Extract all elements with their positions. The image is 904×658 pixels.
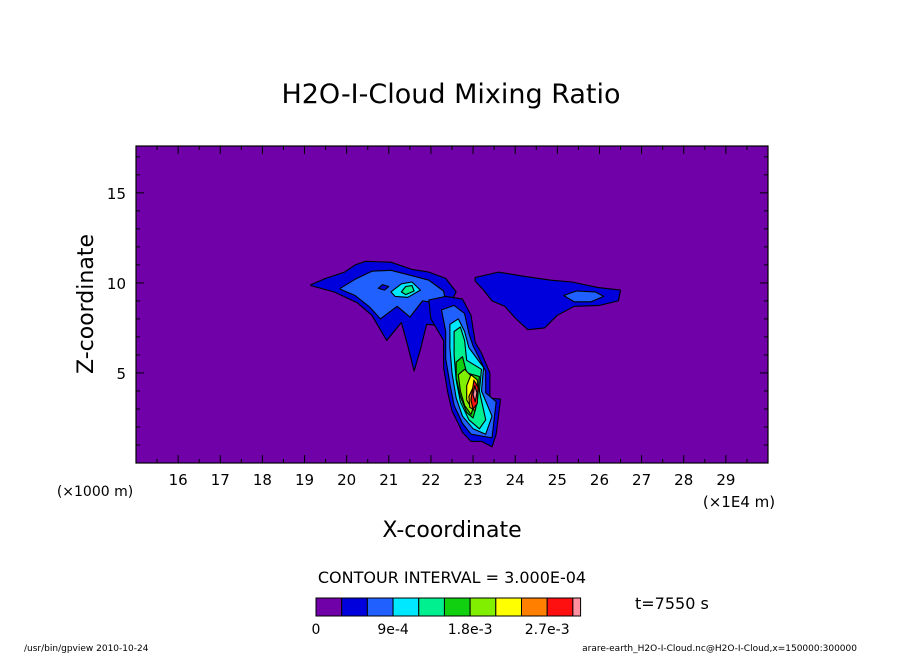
y-axis-label: Z-coordinate: [74, 234, 99, 374]
y-tick-label: 5: [116, 365, 126, 383]
colorbar-labels: 0 9e-4 1.8e-3 2.7e-3: [312, 622, 570, 638]
colorbar-swatch: [572, 597, 582, 617]
colorbar-swatch: [315, 597, 343, 617]
x-tick-label: 27: [632, 471, 651, 489]
colorbar-tick-label: 2.7e-3: [525, 622, 570, 638]
contour-region: [472, 385, 478, 403]
x-tick-label: 28: [674, 471, 693, 489]
footer-left: /usr/bin/gpview 2010-10-24: [24, 644, 149, 654]
x-tick-label: 22: [421, 471, 440, 489]
x-tick-label: 16: [169, 471, 188, 489]
x-tick-label: 29: [716, 471, 735, 489]
x-tick-label: 21: [379, 471, 398, 489]
x-tick-label: 25: [548, 471, 567, 489]
y-axis-unit: (×1000 m): [57, 484, 133, 500]
colorbar-swatch: [418, 597, 445, 617]
colorbar-tick-label: 9e-4: [377, 622, 409, 638]
colorbar: [315, 597, 582, 617]
x-axis-ticks: 16 17 18 19 20 21 22 23 24 25 26 27 28 29: [156, 146, 748, 489]
colorbar-swatch: [366, 597, 394, 617]
colorbar-swatch: [392, 597, 420, 617]
colorbar-tick-label: 1.8e-3: [448, 622, 493, 638]
colorbar-tick-label: 0: [312, 622, 321, 638]
y-tick-label: 15: [107, 185, 126, 203]
colorbar-swatch: [521, 597, 548, 617]
x-tick-label: 17: [211, 471, 230, 489]
y-tick-label: 10: [107, 275, 126, 293]
contour-region: [474, 271, 622, 331]
time-label: t=7550 s: [635, 594, 709, 613]
y-axis-ticks: 5 10 15: [107, 156, 768, 446]
contour-region: [377, 284, 390, 291]
x-tick-label: 24: [506, 471, 525, 489]
plot-area: 16 17 18 19 20 21 22 23 24 25 26 27 28 29 5 10 15: [107, 145, 769, 489]
x-tick-label: 18: [253, 471, 272, 489]
x-axis-unit: (×1E4 m): [703, 493, 775, 511]
contour-region: [400, 285, 415, 296]
x-tick-label: 23: [464, 471, 483, 489]
colorbar-swatch: [495, 597, 523, 617]
contour-region: [563, 290, 605, 303]
chart-title: H2O-I-Cloud Mixing Ratio: [281, 79, 620, 110]
x-axis-label: X-coordinate: [382, 518, 521, 543]
colorbar-swatch: [546, 597, 574, 617]
colorbar-swatch: [443, 597, 471, 617]
x-tick-label: 20: [337, 471, 356, 489]
contour-interval-note: CONTOUR INTERVAL = 3.000E-04: [318, 568, 586, 587]
footer-right: arare-earth_H2O-I-Cloud.nc@H2O-I-Cloud,x…: [582, 644, 857, 654]
contour-fills: [310, 260, 622, 448]
x-tick-label: 19: [295, 471, 314, 489]
colorbar-swatch: [469, 597, 497, 617]
colorbar-swatch: [341, 597, 368, 617]
x-tick-label: 26: [590, 471, 609, 489]
